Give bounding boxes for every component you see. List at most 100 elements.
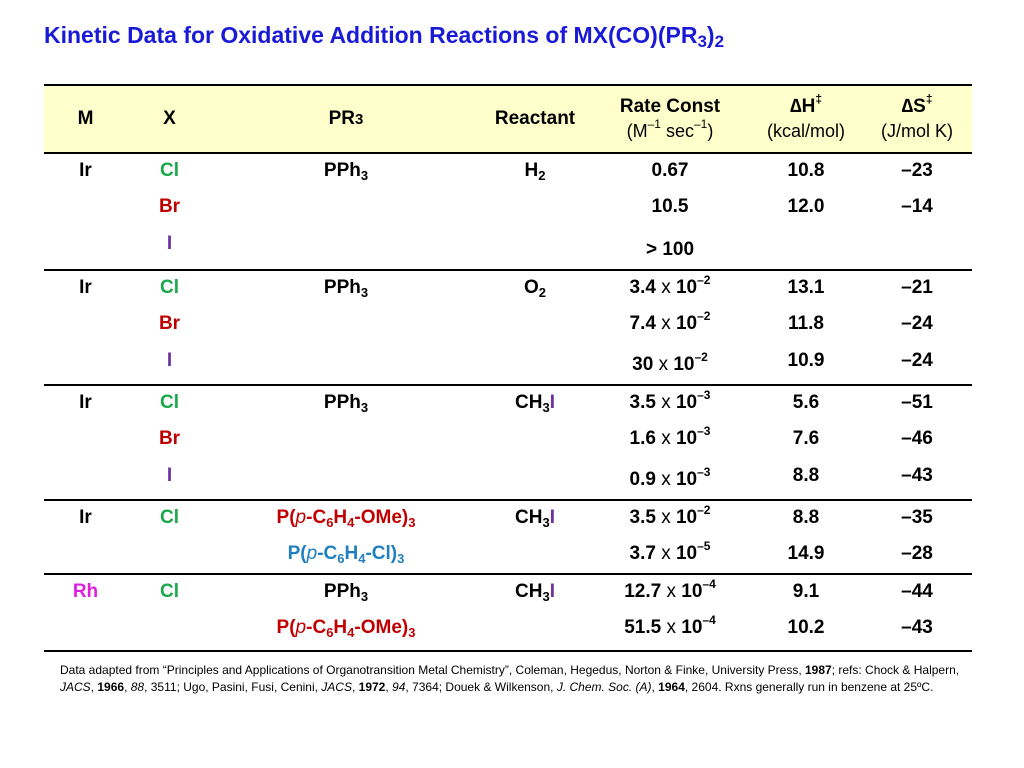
halide-cell: Br (158, 313, 181, 334)
delta-h-cell: 10.9 (787, 350, 825, 371)
delta-h-cell: 14.9 (787, 543, 825, 564)
phosphine-cell: P(p-C6H4-OMe)3 (212, 611, 480, 652)
reactant-cell: CH3I (480, 573, 590, 611)
reactant-cell (480, 611, 590, 652)
reactant-cell (480, 227, 590, 270)
rate-constant-cell: 3.5 x 10–2 (590, 499, 750, 537)
delta-h-cell: 12.0 (787, 196, 825, 217)
delta-h-cell: 13.1 (750, 269, 862, 307)
metal-cell (44, 190, 127, 227)
delta-s-cell: –46 (901, 428, 933, 449)
reactant-cell (480, 344, 590, 385)
header-x: X (127, 84, 212, 153)
delta-h-cell: 7.6 (792, 428, 820, 449)
delta-h-cell: 11.8 (788, 313, 824, 334)
table-row: Ir Cl PPh3 H2 0.67 10.8 –23 (44, 152, 972, 190)
header-m: M (44, 84, 127, 153)
reactant-cell: CH3I (480, 384, 590, 422)
header-reactant: Reactant (480, 84, 590, 153)
delta-s-cell: –24 (901, 313, 933, 334)
halide-cell: Br (158, 196, 181, 217)
rate-constant-cell: 1.6 x 10–3 (629, 424, 711, 449)
phosphine-cell (212, 227, 480, 270)
reactant-cell (480, 422, 590, 459)
phosphine-cell: PPh3 (212, 269, 480, 307)
metal-cell (44, 422, 127, 459)
delta-s-cell: –43 (901, 465, 933, 486)
delta-h-cell: 10.2 (750, 611, 862, 652)
rate-constant-cell: 0.67 (590, 152, 750, 190)
delta-s-cell: –43 (862, 611, 972, 652)
metal-cell (44, 459, 127, 500)
halide-cell: Cl (127, 573, 212, 611)
metal-cell (44, 611, 127, 652)
phosphine-cell (212, 190, 480, 227)
table-row: P(p-C6H4-OMe)3 51.5 x 10–4 10.2 –43 (44, 611, 972, 652)
metal-cell: Ir (44, 384, 127, 422)
table-row: I > 100 (44, 227, 972, 270)
reactant-cell (480, 537, 590, 574)
delta-s-cell: –23 (862, 152, 972, 190)
phosphine-cell: PPh3 (212, 152, 480, 190)
metal-cell (44, 537, 127, 574)
halide-cell: I (166, 465, 173, 486)
metal-cell: Ir (44, 152, 127, 190)
phosphine-cell: P(p-C6H4-OMe)3 (212, 499, 480, 537)
delta-s-cell: –21 (862, 269, 972, 307)
rate-constant-cell: 3.4 x 10–2 (590, 269, 750, 307)
footnote-references: Data adapted from “Principles and Applic… (60, 663, 960, 694)
delta-h-cell: 9.1 (750, 573, 862, 611)
delta-h-cell: 8.8 (750, 499, 862, 537)
delta-s-cell: –35 (862, 499, 972, 537)
reactant-cell (480, 190, 590, 227)
delta-s-cell: –24 (901, 350, 933, 371)
delta-s-cell (862, 227, 972, 270)
reactant-cell (480, 307, 590, 344)
table-row: Br 7.4 x 10–2 11.8 –24 (44, 307, 972, 344)
table-row: Ir Cl P(p-C6H4-OMe)3 CH3I 3.5 x 10–2 8.8 –35 (44, 499, 972, 537)
phosphine-cell: P(p-C6H4-Cl)3 (287, 543, 405, 566)
header-rate-const: Rate Const (M–1 sec–1) (590, 84, 750, 153)
metal-cell: Rh (44, 573, 127, 611)
phosphine-cell (212, 344, 480, 385)
halide-cell: Cl (127, 499, 212, 537)
header-pr3: PR3 (212, 84, 480, 153)
delta-h-cell: 5.6 (750, 384, 862, 422)
delta-h-cell: 10.8 (750, 152, 862, 190)
phosphine-cell: PPh3 (212, 573, 480, 611)
delta-s-cell: –14 (901, 196, 933, 217)
metal-cell (44, 227, 127, 270)
metal-cell (44, 344, 127, 385)
delta-h-cell (750, 227, 862, 270)
metal-cell: Ir (44, 499, 127, 537)
reactant-cell (480, 459, 590, 500)
table-row: Br 10.5 12.0 –14 (44, 190, 972, 227)
phosphine-cell (212, 307, 480, 344)
phosphine-cell (212, 422, 480, 459)
rate-constant-cell: 30 x 10–2 (632, 350, 708, 375)
rate-constant-cell: > 100 (645, 239, 695, 260)
halide-cell: Cl (127, 152, 212, 190)
table-row: Ir Cl PPh3 CH3I 3.5 x 10–3 5.6 –51 (44, 384, 972, 422)
phosphine-cell: PPh3 (212, 384, 480, 422)
table-header-row: M X PR3 Reactant Rate Const (M–1 sec–1) ∆… (44, 84, 972, 153)
halide-cell: I (166, 350, 173, 371)
header-delta-h: ∆H‡ (kcal/mol) (750, 84, 862, 153)
table-row: Rh Cl PPh3 CH3I 12.7 x 10–4 9.1 –44 (44, 573, 972, 611)
kinetic-data-table-container: M X PR3 Reactant Rate Const (M–1 sec–1) ∆… (44, 84, 972, 652)
delta-s-cell: –44 (862, 573, 972, 611)
kinetic-data-table: M X PR3 Reactant Rate Const (M–1 sec–1) ∆… (44, 84, 972, 652)
table-row: I 30 x 10–2 10.9 –24 (44, 344, 972, 385)
phosphine-cell (212, 459, 480, 500)
table-row: Br 1.6 x 10–3 7.6 –46 (44, 422, 972, 459)
rate-constant-cell: 3.5 x 10–3 (590, 384, 750, 422)
reactant-cell: O2 (480, 269, 590, 307)
table-row: P(p-C6H4-Cl)3 3.7 x 10–5 14.9 –28 (44, 537, 972, 574)
delta-s-cell: –28 (901, 543, 933, 564)
rate-constant-cell: 0.9 x 10–3 (629, 465, 711, 490)
rate-constant-cell: 10.5 (651, 196, 689, 217)
reactant-cell: CH3I (480, 499, 590, 537)
delta-s-cell: –51 (862, 384, 972, 422)
rate-constant-cell: 51.5 x 10–4 (590, 611, 750, 652)
halide-cell: Cl (127, 384, 212, 422)
